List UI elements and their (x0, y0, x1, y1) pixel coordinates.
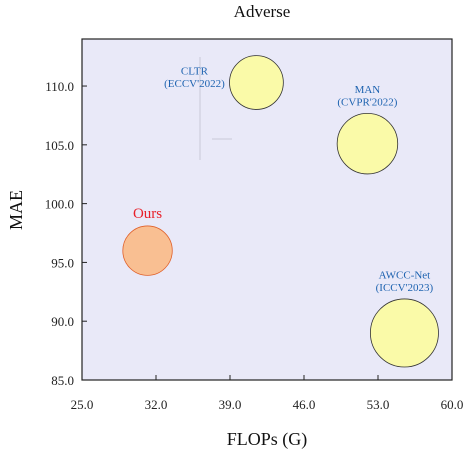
x-tick-label: 39.0 (219, 397, 242, 412)
bubble-man (336, 112, 399, 175)
bubble-awcc-net (369, 298, 439, 368)
y-tick-label: 95.0 (51, 255, 74, 270)
x-tick-label: 53.0 (367, 397, 390, 412)
bubbles (122, 55, 439, 368)
bubble-label-awcc-net: AWCC-Net (ICCV'2023) (376, 269, 434, 294)
bubble-cltr (229, 55, 284, 110)
bubble-label-ours: Ours (133, 206, 162, 222)
plot-artifacts (199, 57, 232, 160)
bubble-labels: Ours CLTR (ECCV'2022) MAN (CVPR'2022) AWCC-Ne… (133, 66, 434, 294)
y-tick-label: 90.0 (51, 314, 74, 329)
x-tick-label: 25.0 (71, 397, 94, 412)
chart-title: Adverse (234, 2, 291, 21)
bubble-ours (122, 225, 173, 276)
axis-ticks: 25.0 32.0 39.0 46.0 53.0 60.0 85.0 90.0 95.0 100.… (45, 79, 464, 412)
y-tick-label: 85.0 (51, 373, 74, 388)
y-tick-label: 100.0 (45, 197, 74, 212)
y-axis-title: MAE (6, 190, 26, 230)
y-tick-label: 105.0 (45, 138, 74, 153)
x-tick-label: 46.0 (293, 397, 316, 412)
x-tick-label: 32.0 (145, 397, 168, 412)
x-tick-label: 60.0 (441, 397, 464, 412)
bubble-label-cltr: CLTR (ECCV'2022) (164, 66, 225, 91)
x-axis-title: FLOPs (G) (227, 429, 308, 450)
y-tick-label: 110.0 (45, 79, 74, 94)
bubble-label-man: MAN (CVPR'2022) (337, 84, 397, 109)
